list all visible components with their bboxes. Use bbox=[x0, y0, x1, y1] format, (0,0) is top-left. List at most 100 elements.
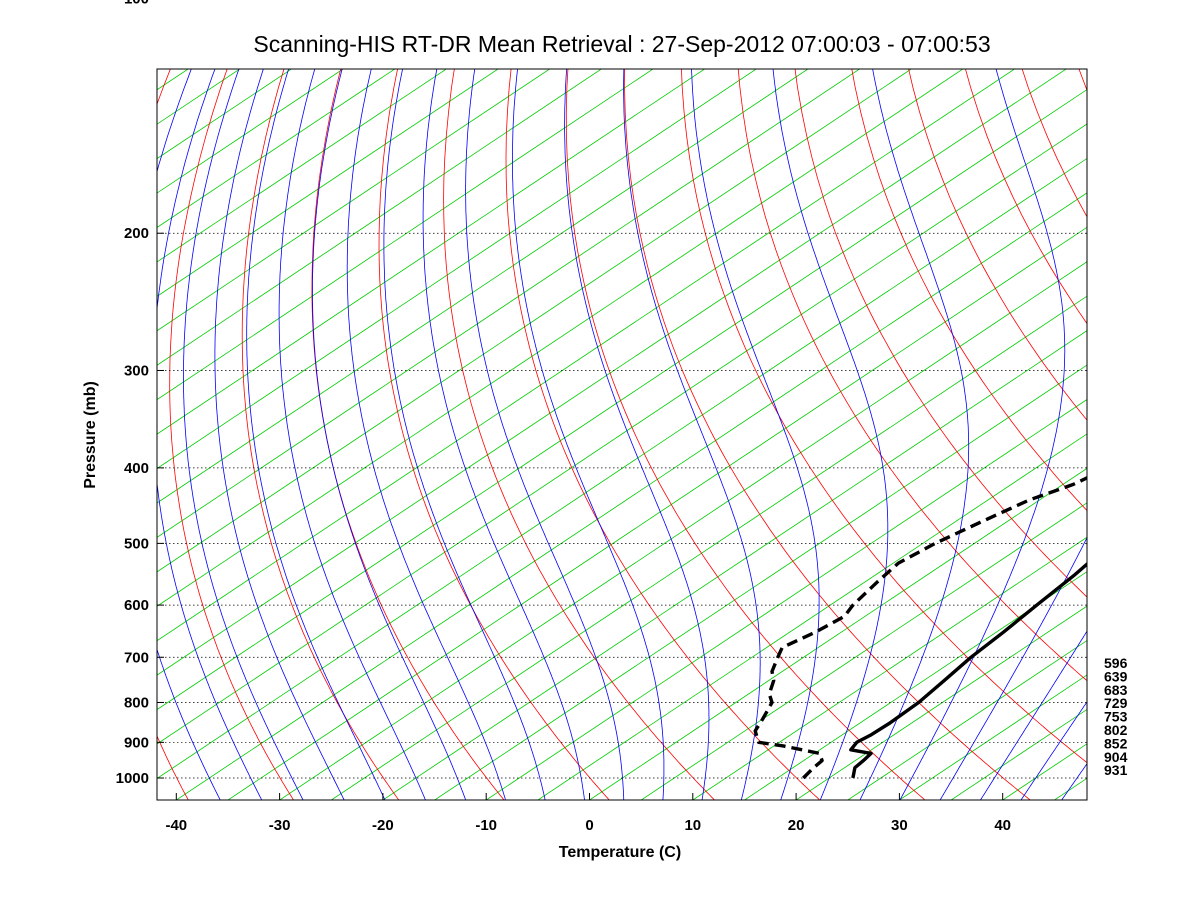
moist-adiabat-line bbox=[346, 69, 506, 800]
isotherm-line bbox=[157, 69, 499, 297]
isotherm-line bbox=[795, 605, 1087, 800]
isotherm-line bbox=[157, 69, 1067, 676]
isotherm-line bbox=[157, 69, 757, 470]
y-tick-label: 400 bbox=[124, 460, 149, 477]
y-tick-label: 900 bbox=[124, 734, 149, 751]
isotherm-line bbox=[157, 69, 706, 435]
isotherm-line bbox=[227, 226, 1087, 800]
x-tick-label: -10 bbox=[475, 817, 497, 834]
moist-adiabat-line bbox=[859, 69, 970, 800]
isotherm-line bbox=[157, 69, 603, 366]
dry-adiabat-line bbox=[1122, 0, 1200, 804]
isotherm-line bbox=[157, 89, 1087, 711]
x-tick-label: -20 bbox=[372, 817, 394, 834]
pressure-gridlines bbox=[157, 232, 1087, 779]
dry-adiabat-line bbox=[1165, 0, 1200, 804]
isotherm-line bbox=[640, 502, 1087, 800]
isotherm-line bbox=[433, 364, 1087, 800]
x-tick-label: 0 bbox=[585, 817, 593, 834]
isotherm-line bbox=[898, 674, 1087, 800]
isotherm-line bbox=[157, 69, 551, 332]
isotherm-line bbox=[382, 330, 1087, 800]
y-axis-label: Pressure (mb) bbox=[82, 381, 99, 489]
isotherm-line bbox=[157, 69, 189, 91]
isotherm-line bbox=[0, 0, 672, 810]
moist-adiabat-line bbox=[980, 630, 1087, 800]
isotherm-line bbox=[157, 123, 1087, 745]
moist-adiabat-line bbox=[214, 69, 345, 800]
y-tick-label: 100 bbox=[124, 0, 149, 8]
moist-adiabat-line bbox=[772, 69, 889, 800]
right-level-label: 683 bbox=[1104, 682, 1128, 698]
dry-adiabat-line bbox=[15, 0, 341, 804]
moist-adiabat-line bbox=[564, 69, 710, 800]
right-level-label: 729 bbox=[1104, 695, 1128, 711]
isotherm-line bbox=[157, 69, 1016, 642]
y-tick-label: 300 bbox=[124, 362, 149, 379]
dry-adiabat-line bbox=[157, 69, 189, 800]
isotherm-line bbox=[485, 398, 1087, 800]
y-tick-label: 600 bbox=[124, 597, 149, 614]
dry-adiabat-line bbox=[565, 69, 926, 800]
moist-adiabat-line bbox=[422, 69, 585, 800]
moist-adiabat-line bbox=[899, 69, 1066, 800]
moist-adiabat-line bbox=[939, 536, 1087, 800]
dry-adiabat-line bbox=[169, 69, 295, 800]
background-lines bbox=[0, 0, 1200, 810]
isotherm-line bbox=[157, 69, 964, 607]
moist-adiabat-line bbox=[383, 69, 546, 800]
moist-adiabat-line bbox=[465, 69, 625, 800]
isotherm-line bbox=[157, 69, 448, 263]
isotherm-line bbox=[157, 69, 293, 160]
dry-adiabat-line bbox=[908, 69, 1087, 421]
dry-adiabat-line bbox=[0, 0, 300, 804]
y-tick-label: 1000 bbox=[116, 770, 149, 787]
plot-area-frame bbox=[156, 68, 1088, 801]
y-tick-label: 500 bbox=[124, 535, 149, 552]
right-level-label: 852 bbox=[1104, 735, 1128, 751]
dry-adiabat-line bbox=[311, 69, 505, 800]
isotherm-line bbox=[157, 157, 1087, 779]
moist-adiabat-line bbox=[157, 69, 263, 800]
dry-adiabat-line bbox=[794, 69, 1087, 598]
temperature-profile-line bbox=[849, 561, 1087, 779]
x-tick-label: -40 bbox=[165, 817, 187, 834]
isotherm-line bbox=[175, 192, 1087, 800]
isotherm-line bbox=[0, 0, 724, 810]
moist-adiabat-line bbox=[183, 69, 304, 800]
isotherm-line bbox=[1002, 743, 1087, 800]
dry-adiabat-line bbox=[1078, 0, 1200, 804]
isotherm-line bbox=[0, 0, 775, 810]
dry-adiabat-line bbox=[241, 69, 400, 800]
y-tick-label: 200 bbox=[124, 225, 149, 242]
dry-adiabat-line bbox=[965, 69, 1087, 325]
x-axis-label: Temperature (C) bbox=[559, 844, 681, 861]
moist-adiabat-line bbox=[157, 69, 221, 800]
right-level-label: 904 bbox=[1104, 749, 1128, 765]
x-tick-label: 40 bbox=[994, 817, 1011, 834]
isotherm-line bbox=[743, 571, 1087, 800]
isotherm-line bbox=[157, 69, 861, 538]
isotherm-line bbox=[157, 69, 912, 573]
dry-adiabat-line bbox=[378, 69, 610, 800]
moist-adiabat-line bbox=[623, 69, 761, 800]
dry-adiabat-line bbox=[624, 69, 1031, 800]
chart-title: Scanning-HIS RT-DR Mean Retrieval : 27-S… bbox=[253, 31, 990, 57]
dry-adiabat-line bbox=[737, 69, 1087, 682]
isotherm-line bbox=[537, 433, 1087, 800]
moist-adiabat-line bbox=[691, 69, 820, 800]
isotherm-line bbox=[157, 69, 344, 194]
isotherm-line bbox=[588, 467, 1087, 800]
x-tick-label: 10 bbox=[684, 817, 701, 834]
moist-adiabat-line bbox=[1020, 701, 1087, 800]
right-level-label: 753 bbox=[1104, 709, 1128, 725]
isotherm-line bbox=[157, 69, 241, 125]
dry-adiabat-line bbox=[851, 69, 1087, 512]
isotherm-line bbox=[278, 261, 1087, 800]
isotherm-line bbox=[157, 69, 654, 401]
dry-adiabat-line bbox=[681, 69, 1087, 764]
dry-adiabat-line bbox=[1021, 69, 1087, 218]
right-level-label: 802 bbox=[1104, 722, 1128, 738]
dry-adiabat-line bbox=[0, 0, 259, 804]
